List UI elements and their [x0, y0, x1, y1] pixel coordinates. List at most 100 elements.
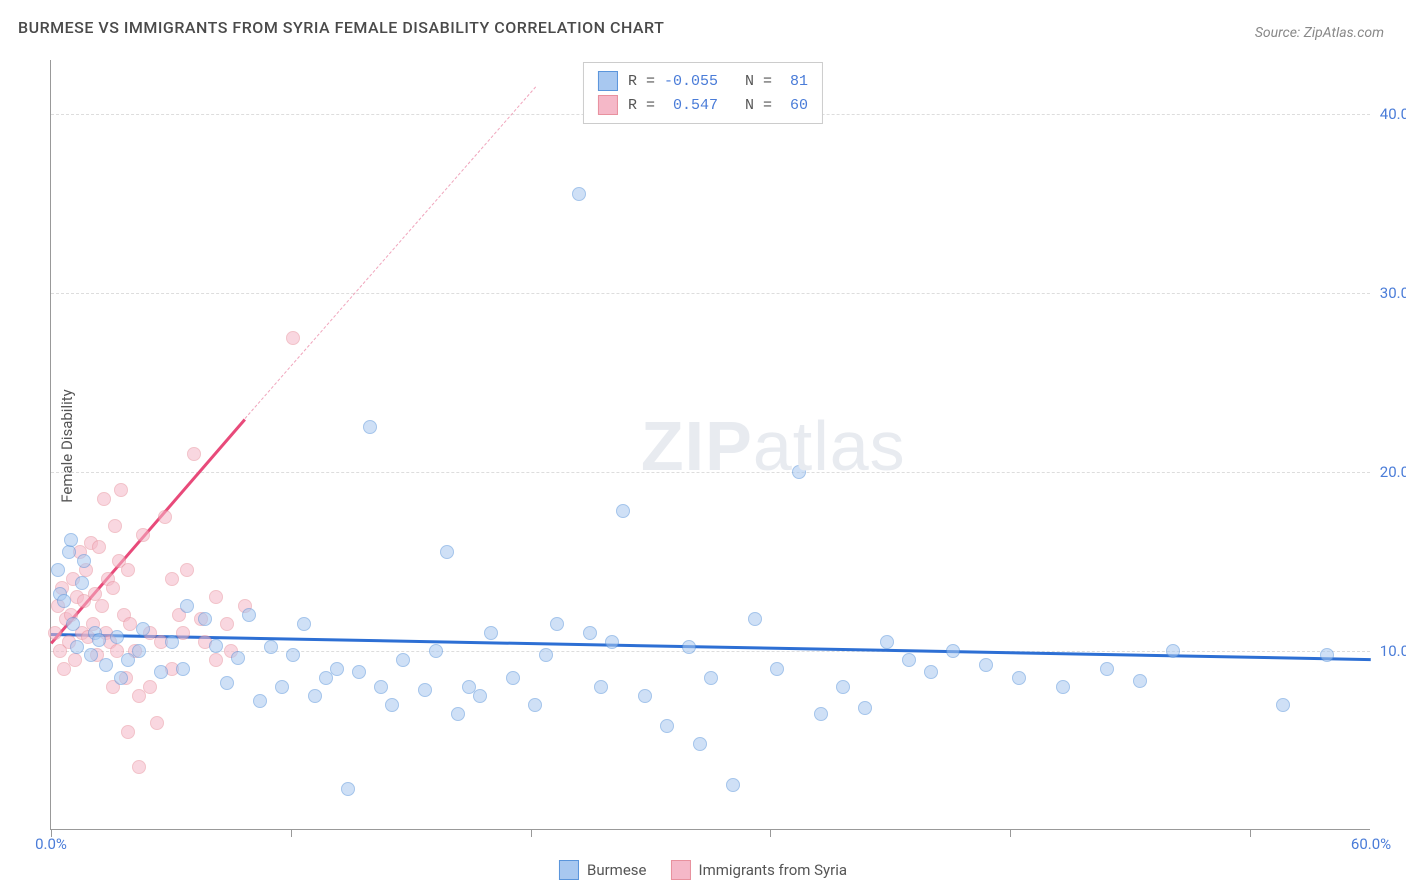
point-burmese: [1166, 644, 1180, 658]
point-burmese: [539, 648, 553, 662]
legend-item-burmese: Burmese: [559, 860, 647, 880]
x-tick-label: 0.0%: [35, 835, 67, 853]
gridline: [51, 293, 1370, 294]
point-burmese: [506, 671, 520, 685]
x-tick: [1250, 829, 1251, 837]
point-burmese: [594, 680, 608, 694]
point-burmese: [836, 680, 850, 694]
point-syria: [187, 447, 201, 461]
point-burmese: [770, 662, 784, 676]
point-syria: [209, 590, 223, 604]
point-syria: [108, 519, 122, 533]
point-burmese: [484, 626, 498, 640]
point-burmese: [440, 545, 454, 559]
trend-line-extrapolated: [244, 87, 535, 419]
point-syria: [136, 528, 150, 542]
point-burmese: [1056, 680, 1070, 694]
point-syria: [286, 331, 300, 345]
point-burmese: [242, 608, 256, 622]
point-syria: [92, 540, 106, 554]
point-burmese: [132, 644, 146, 658]
point-burmese: [429, 644, 443, 658]
point-syria: [165, 572, 179, 586]
point-burmese: [572, 187, 586, 201]
syria-swatch-icon: [598, 95, 618, 115]
point-syria: [95, 599, 109, 613]
point-burmese: [704, 671, 718, 685]
point-syria: [48, 626, 62, 640]
point-burmese: [902, 653, 916, 667]
point-burmese: [1100, 662, 1114, 676]
point-burmese: [64, 533, 78, 547]
point-burmese: [176, 662, 190, 676]
point-syria: [121, 563, 135, 577]
point-burmese: [1133, 674, 1147, 688]
point-burmese: [308, 689, 322, 703]
point-burmese: [682, 640, 696, 654]
x-tick: [1010, 829, 1011, 837]
legend-item-syria: Immigrants from Syria: [670, 860, 847, 880]
point-burmese: [110, 630, 124, 644]
point-burmese: [51, 563, 65, 577]
point-burmese: [253, 694, 267, 708]
point-burmese: [297, 617, 311, 631]
y-tick-label: 40.0%: [1375, 105, 1406, 123]
point-burmese: [84, 648, 98, 662]
point-burmese: [979, 658, 993, 672]
point-burmese: [154, 665, 168, 679]
point-burmese: [374, 680, 388, 694]
point-syria: [132, 760, 146, 774]
point-burmese: [1012, 671, 1026, 685]
point-burmese: [528, 698, 542, 712]
point-burmese: [605, 635, 619, 649]
point-syria: [114, 483, 128, 497]
x-tick: [770, 829, 771, 837]
point-burmese: [180, 599, 194, 613]
point-syria: [106, 581, 120, 595]
point-burmese: [136, 622, 150, 636]
point-burmese: [220, 676, 234, 690]
point-burmese: [638, 689, 652, 703]
syria-stats: R = 0.547 N = 60: [628, 97, 808, 114]
point-burmese: [814, 707, 828, 721]
point-burmese: [264, 640, 278, 654]
point-burmese: [880, 635, 894, 649]
point-burmese: [385, 698, 399, 712]
point-burmese: [275, 680, 289, 694]
burmese-label: Burmese: [587, 861, 647, 879]
chart-title: BURMESE VS IMMIGRANTS FROM SYRIA FEMALE …: [18, 18, 664, 37]
point-burmese: [946, 644, 960, 658]
y-tick-label: 30.0%: [1375, 284, 1406, 302]
point-syria: [68, 653, 82, 667]
point-burmese: [726, 778, 740, 792]
point-burmese: [660, 719, 674, 733]
point-burmese: [286, 648, 300, 662]
point-burmese: [330, 662, 344, 676]
y-tick-label: 10.0%: [1375, 642, 1406, 660]
point-syria: [121, 725, 135, 739]
point-burmese: [352, 665, 366, 679]
point-burmese: [550, 617, 564, 631]
point-burmese: [924, 665, 938, 679]
syria-label: Immigrants from Syria: [698, 861, 847, 879]
point-burmese: [209, 639, 223, 653]
burmese-swatch-icon: [598, 71, 618, 91]
point-burmese: [418, 683, 432, 697]
correlation-legend: R = -0.055 N = 81 R = 0.547 N = 60: [583, 62, 823, 124]
point-syria: [143, 680, 157, 694]
series-legend: Burmese Immigrants from Syria: [559, 860, 847, 880]
point-burmese: [396, 653, 410, 667]
point-burmese: [693, 737, 707, 751]
point-syria: [209, 653, 223, 667]
point-burmese: [363, 420, 377, 434]
x-tick-label: 60.0%: [1351, 835, 1391, 853]
y-tick-label: 20.0%: [1375, 463, 1406, 481]
point-burmese: [748, 612, 762, 626]
point-burmese: [1320, 648, 1334, 662]
point-burmese: [99, 658, 113, 672]
point-burmese: [1276, 698, 1290, 712]
point-burmese: [198, 612, 212, 626]
point-syria: [123, 617, 137, 631]
point-burmese: [66, 617, 80, 631]
x-tick: [531, 829, 532, 837]
